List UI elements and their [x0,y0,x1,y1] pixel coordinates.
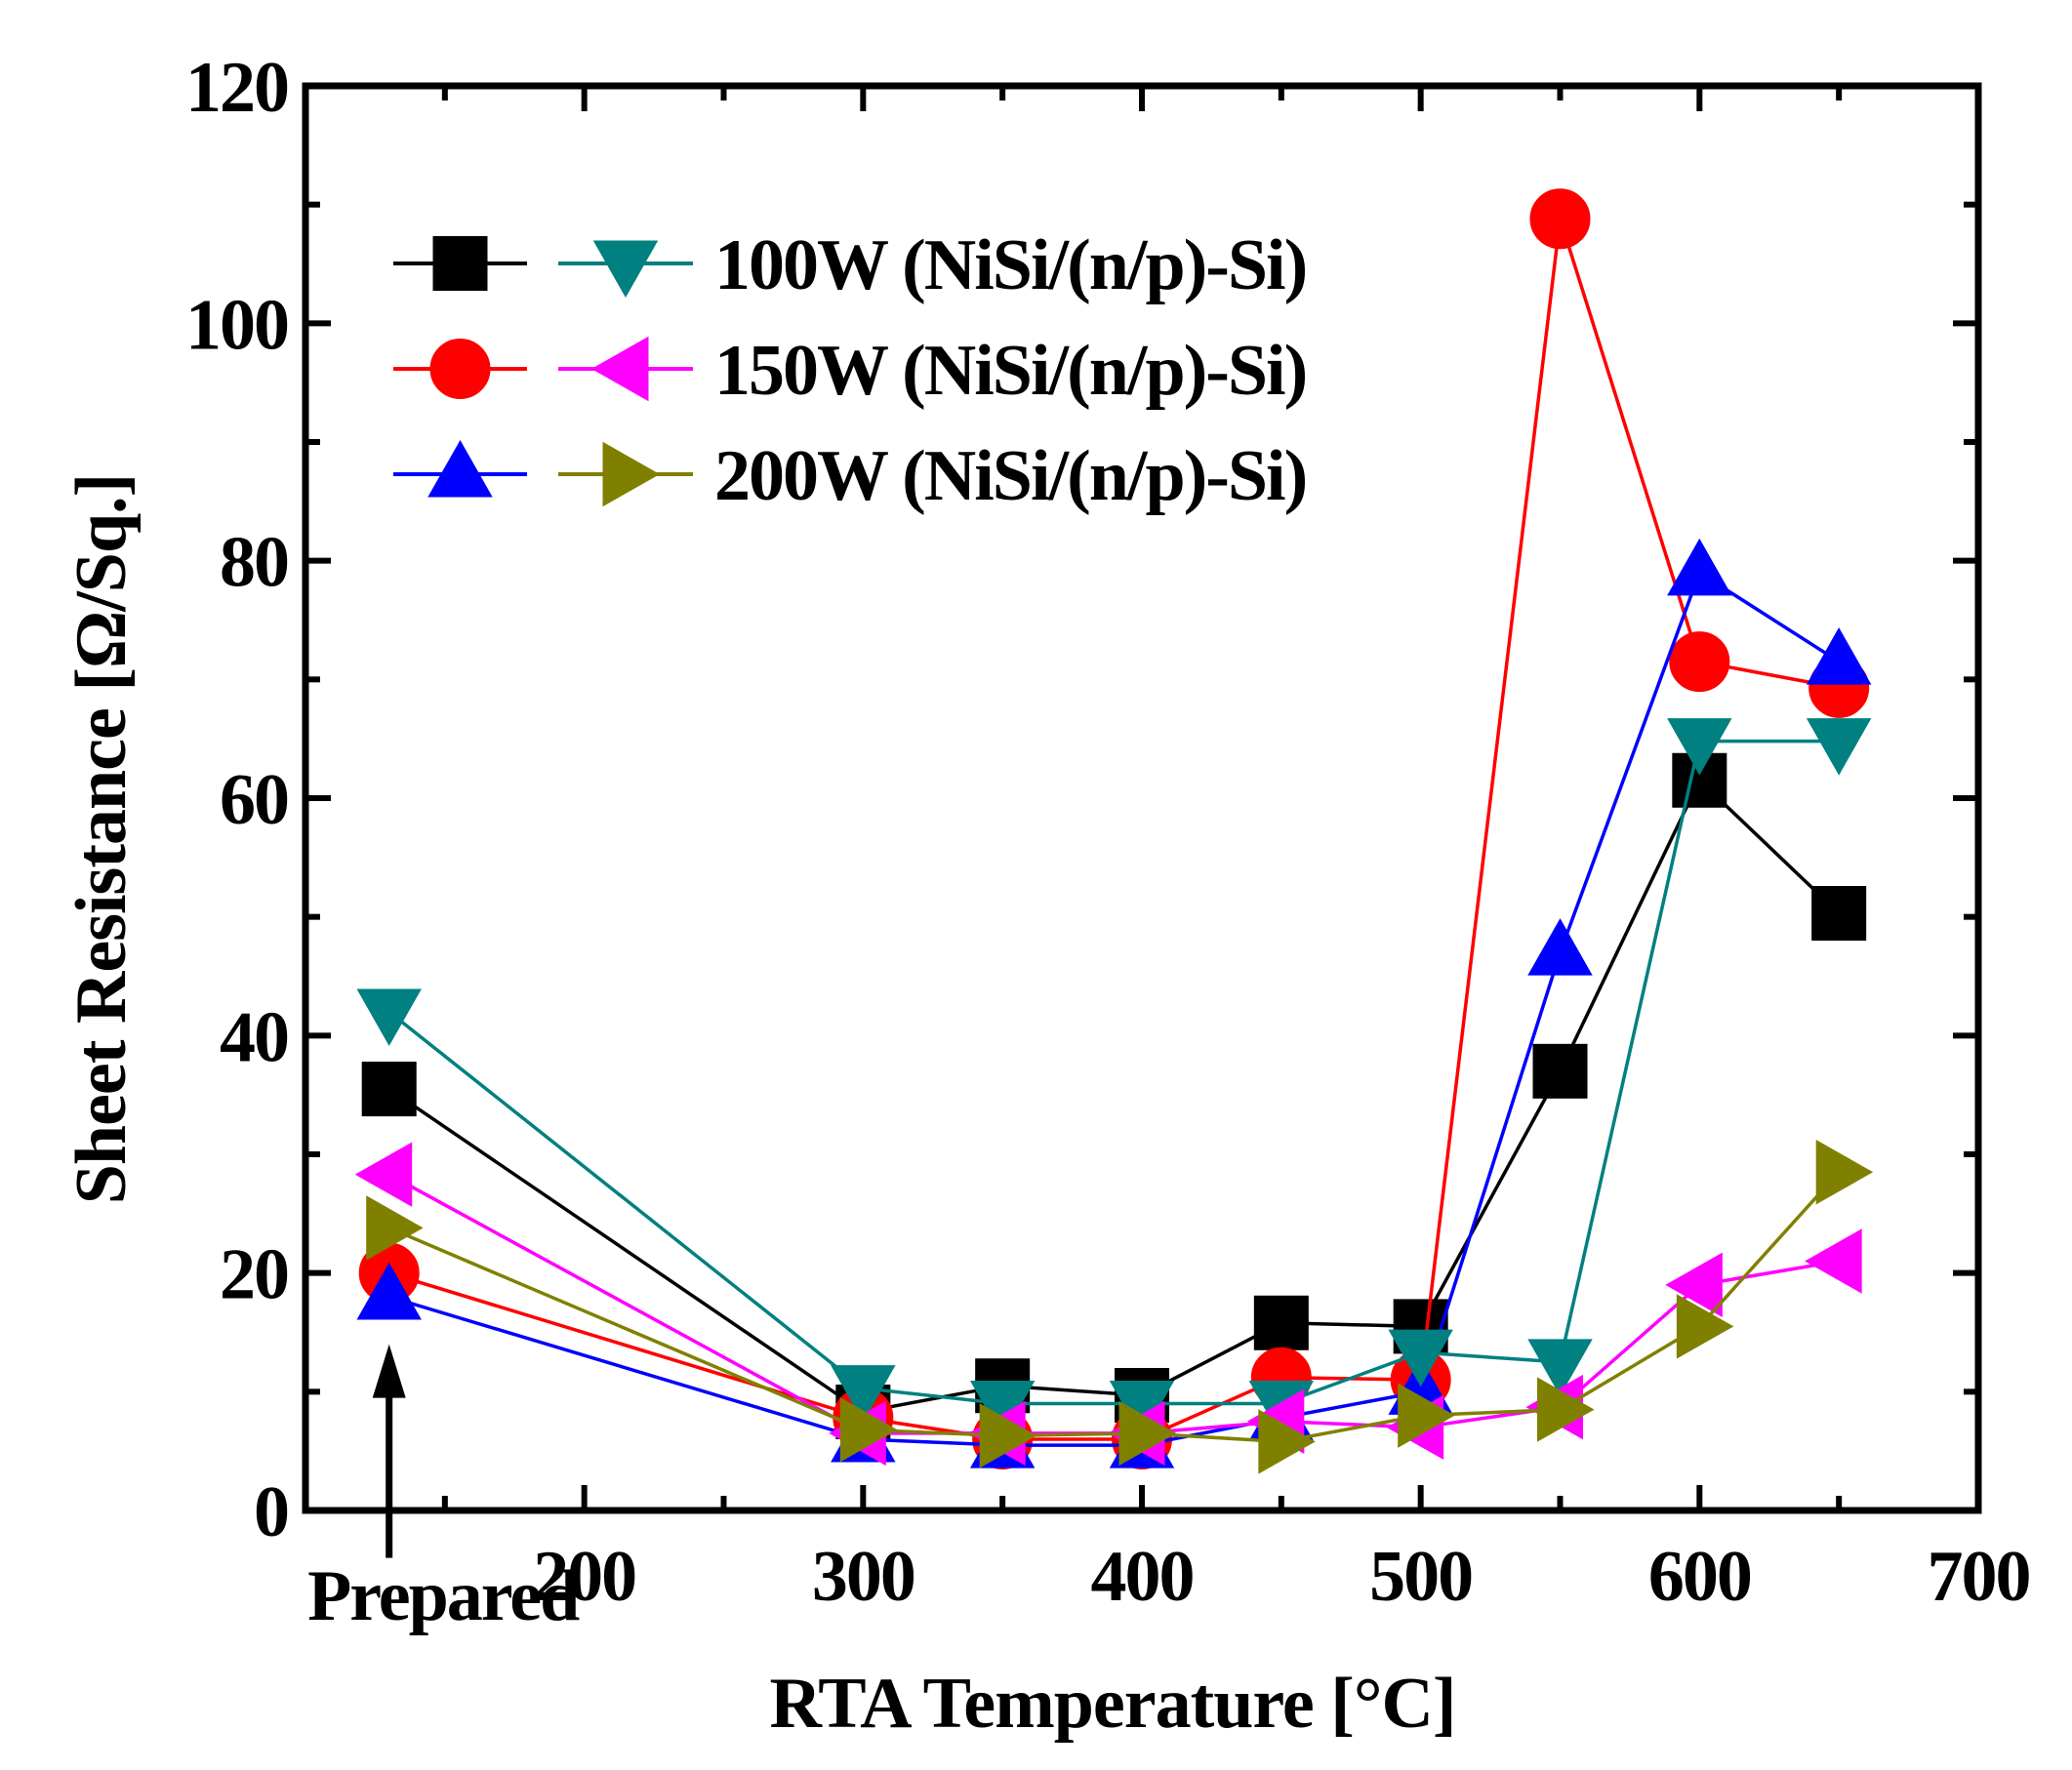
data-point-circle [1669,631,1730,693]
data-point-triangle-right [1118,1400,1177,1467]
data-point-triangle-right [1815,1140,1874,1205]
y-tick-label: 20 [220,1235,288,1315]
series-line [388,570,1841,1447]
data-point-triangle-up [356,1262,422,1320]
y-tick-label: 0 [254,1472,288,1552]
data-point-triangle-down [356,988,422,1047]
data-point-triangle-right [1398,1383,1455,1448]
legend-text: 150W (NiSi/(n/p)-Si) [714,331,1306,411]
legend-entry: 200W (NiSi/(n/p)-Si) [393,436,1308,516]
data-point-circle [429,339,491,399]
series-line [388,1171,1841,1444]
data-point-triangle-right [1676,1294,1734,1359]
data-point-triangle-right [1258,1409,1316,1474]
legend-entry: 100W (NiSi/(n/p)-Si) [393,225,1308,305]
data-point-triangle-left [590,336,649,402]
data-point-triangle-up [1806,627,1872,685]
ticks: 200 300 400 500 600 700 0 20 40 60 80 100 120 [185,48,2032,1617]
legend: 100W (NiSi/(n/p)-Si) 150W (NiSi/(n/p)-Si)… [393,225,1308,516]
y-tick-label: 100 [185,285,288,365]
data-point-square [361,1062,417,1117]
y-tick-label: 40 [220,997,288,1077]
x-tick-label: 500 [1369,1537,1472,1617]
x-tick-label: 700 [1928,1537,2030,1617]
data-point-triangle-down [1388,1329,1453,1388]
series-6 [366,1140,1874,1474]
data-point-triangle-right [1537,1377,1595,1442]
x-tick-label: 600 [1648,1537,1751,1617]
data-point-triangle-right [979,1403,1037,1468]
y-tick-label: 120 [185,48,288,128]
data-point-triangle-right [839,1397,898,1463]
data-point-triangle-left [1665,1252,1723,1318]
data-point-triangle-down [592,240,659,299]
x-tick-label: 400 [1091,1537,1194,1617]
data-point-square [1253,1295,1309,1350]
data-point-triangle-down [1527,1339,1593,1396]
data-point-triangle-down [831,1365,896,1423]
x-tick-label: 300 [812,1537,914,1617]
data-point-triangle-left [1805,1228,1862,1294]
data-point-triangle-down [1667,718,1732,776]
legend-text: 200W (NiSi/(n/p)-Si) [714,436,1306,516]
data-point-triangle-right [366,1195,424,1261]
x-tick-label: 200 [533,1537,635,1617]
data-point-circle [1529,188,1591,250]
prepared-annotation-label: Prepared [307,1556,580,1636]
data-point-square [1811,886,1867,942]
y-tick-label: 60 [220,760,288,840]
y-tick-label: 80 [220,523,288,603]
legend-text: 100W (NiSi/(n/p)-Si) [714,225,1306,305]
series-line [387,739,1840,1406]
series-layer [354,188,1874,1474]
data-point-square [1532,1043,1588,1099]
data-point-triangle-down [1806,718,1872,776]
series-3 [356,538,1872,1468]
prepared-arrow-head [372,1344,406,1398]
y-axis-label: Sheet Resistance [Ω/Sq.] [61,474,142,1204]
series-5 [354,1142,1862,1467]
data-point-square [432,236,488,291]
x-axis-label: RTA Temperature [°C] [769,1664,1455,1744]
data-point-triangle-up [1667,538,1732,596]
data-point-triangle-up [427,439,493,498]
data-point-triangle-left [354,1142,413,1207]
data-point-triangle-up [1527,918,1593,976]
data-point-triangle-right [602,441,661,507]
legend-entry: 150W (NiSi/(n/p)-Si) [393,331,1308,411]
series-4 [356,718,1872,1438]
